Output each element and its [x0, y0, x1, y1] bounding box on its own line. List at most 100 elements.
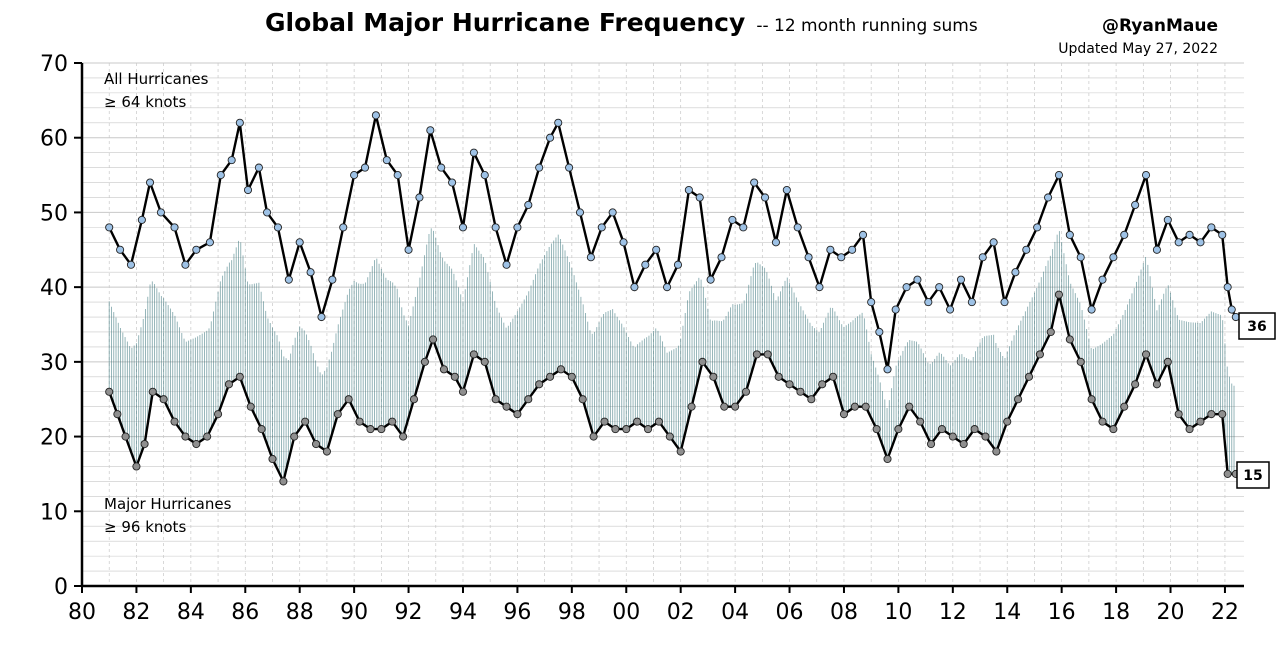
marker-major: [1109, 425, 1118, 434]
marker-major: [290, 432, 299, 441]
marker-major: [731, 402, 740, 411]
marker-all: [695, 193, 704, 202]
marker-major: [752, 350, 761, 359]
marker-major: [937, 425, 946, 434]
marker-all: [105, 223, 114, 232]
marker-major: [709, 372, 718, 381]
marker-major: [439, 365, 448, 374]
series-markers: [105, 111, 1240, 486]
marker-major: [121, 432, 130, 441]
marker-major: [428, 335, 438, 344]
marker-major: [388, 417, 397, 426]
marker-major: [578, 395, 587, 404]
marker-major: [785, 380, 794, 389]
marker-all: [306, 268, 315, 277]
marker-all: [126, 260, 136, 269]
y-tick-label: 60: [40, 127, 68, 152]
x-tick-label: 92: [395, 600, 423, 625]
marker-all: [760, 193, 770, 202]
marker-all: [826, 245, 835, 254]
marker-all: [684, 185, 693, 195]
end-label-all: 36: [1238, 312, 1276, 340]
marker-major: [132, 462, 141, 471]
series-line-all: [108, 114, 1237, 371]
marker-major: [491, 395, 500, 404]
marker-major: [1141, 350, 1151, 359]
marker-major: [654, 417, 663, 426]
y-tick-label: 30: [40, 351, 68, 376]
marker-major: [322, 447, 331, 456]
marker-all: [1163, 215, 1172, 224]
marker-all: [235, 118, 244, 127]
marker-all: [848, 245, 857, 254]
chart-subtitle: -- 12 month running sums: [756, 16, 977, 36]
marker-major: [355, 417, 364, 426]
marker-major: [818, 380, 827, 389]
marker-all: [837, 253, 846, 262]
marker-all: [1011, 268, 1020, 277]
marker-major: [589, 432, 598, 441]
marker-major: [1065, 335, 1074, 344]
annotation-major-line2: ≥ 96 knots: [104, 518, 186, 536]
marker-all: [295, 238, 304, 247]
marker-major: [1120, 402, 1129, 411]
marker-all: [1109, 253, 1118, 262]
marker-major: [235, 372, 244, 381]
marker-major: [458, 387, 468, 396]
y-tick-label: 20: [40, 426, 68, 451]
marker-major: [1014, 395, 1023, 404]
marker-all: [739, 223, 748, 232]
marker-all: [317, 312, 326, 322]
x-tick-label: 06: [776, 600, 804, 625]
x-tick-label: 82: [122, 600, 150, 625]
marker-all: [502, 260, 511, 269]
marker-all: [935, 283, 944, 292]
x-tick-label: 16: [1048, 600, 1076, 625]
marker-all: [339, 223, 348, 232]
marker-major: [1152, 380, 1161, 389]
marker-all: [1196, 238, 1205, 247]
marker-all: [192, 245, 201, 254]
marker-major: [301, 417, 310, 426]
marker-all: [875, 327, 884, 337]
marker-major: [1196, 417, 1205, 426]
marker-all: [535, 163, 544, 172]
marker-all: [216, 171, 225, 180]
marker-major: [850, 402, 859, 411]
x-tick-label: 22: [1211, 600, 1239, 625]
marker-all: [491, 223, 500, 232]
marker-major: [807, 395, 816, 404]
marker-major: [611, 425, 620, 434]
y-tick-label: 10: [40, 500, 68, 525]
marker-all: [867, 298, 876, 307]
marker-major: [676, 447, 685, 456]
marker-major: [916, 417, 925, 426]
marker-all: [1054, 171, 1064, 180]
x-tick-label: 90: [340, 600, 368, 625]
marker-all: [1185, 230, 1194, 239]
author-credit: @RyanMaue: [1102, 16, 1218, 36]
marker-major: [633, 417, 642, 426]
marker-major: [861, 402, 870, 411]
marker-all: [641, 260, 650, 269]
marker-all: [137, 215, 146, 224]
annotation-major-line1: Major Hurricanes: [104, 495, 232, 513]
marker-all: [902, 283, 911, 292]
marker-major: [344, 395, 353, 404]
marker-major: [600, 417, 609, 426]
x-tick-label: 88: [286, 600, 314, 625]
marker-all: [1065, 230, 1074, 239]
marker-all: [227, 156, 236, 165]
marker-all: [706, 275, 715, 284]
marker-all: [717, 253, 726, 262]
marker-all: [448, 178, 457, 187]
marker-major: [399, 432, 408, 441]
marker-major: [214, 410, 223, 419]
marker-major: [420, 357, 429, 366]
marker-all: [328, 275, 337, 284]
marker-all: [597, 223, 606, 232]
marker-all: [469, 148, 478, 157]
marker-all: [1131, 200, 1140, 210]
marker-major: [872, 425, 881, 434]
